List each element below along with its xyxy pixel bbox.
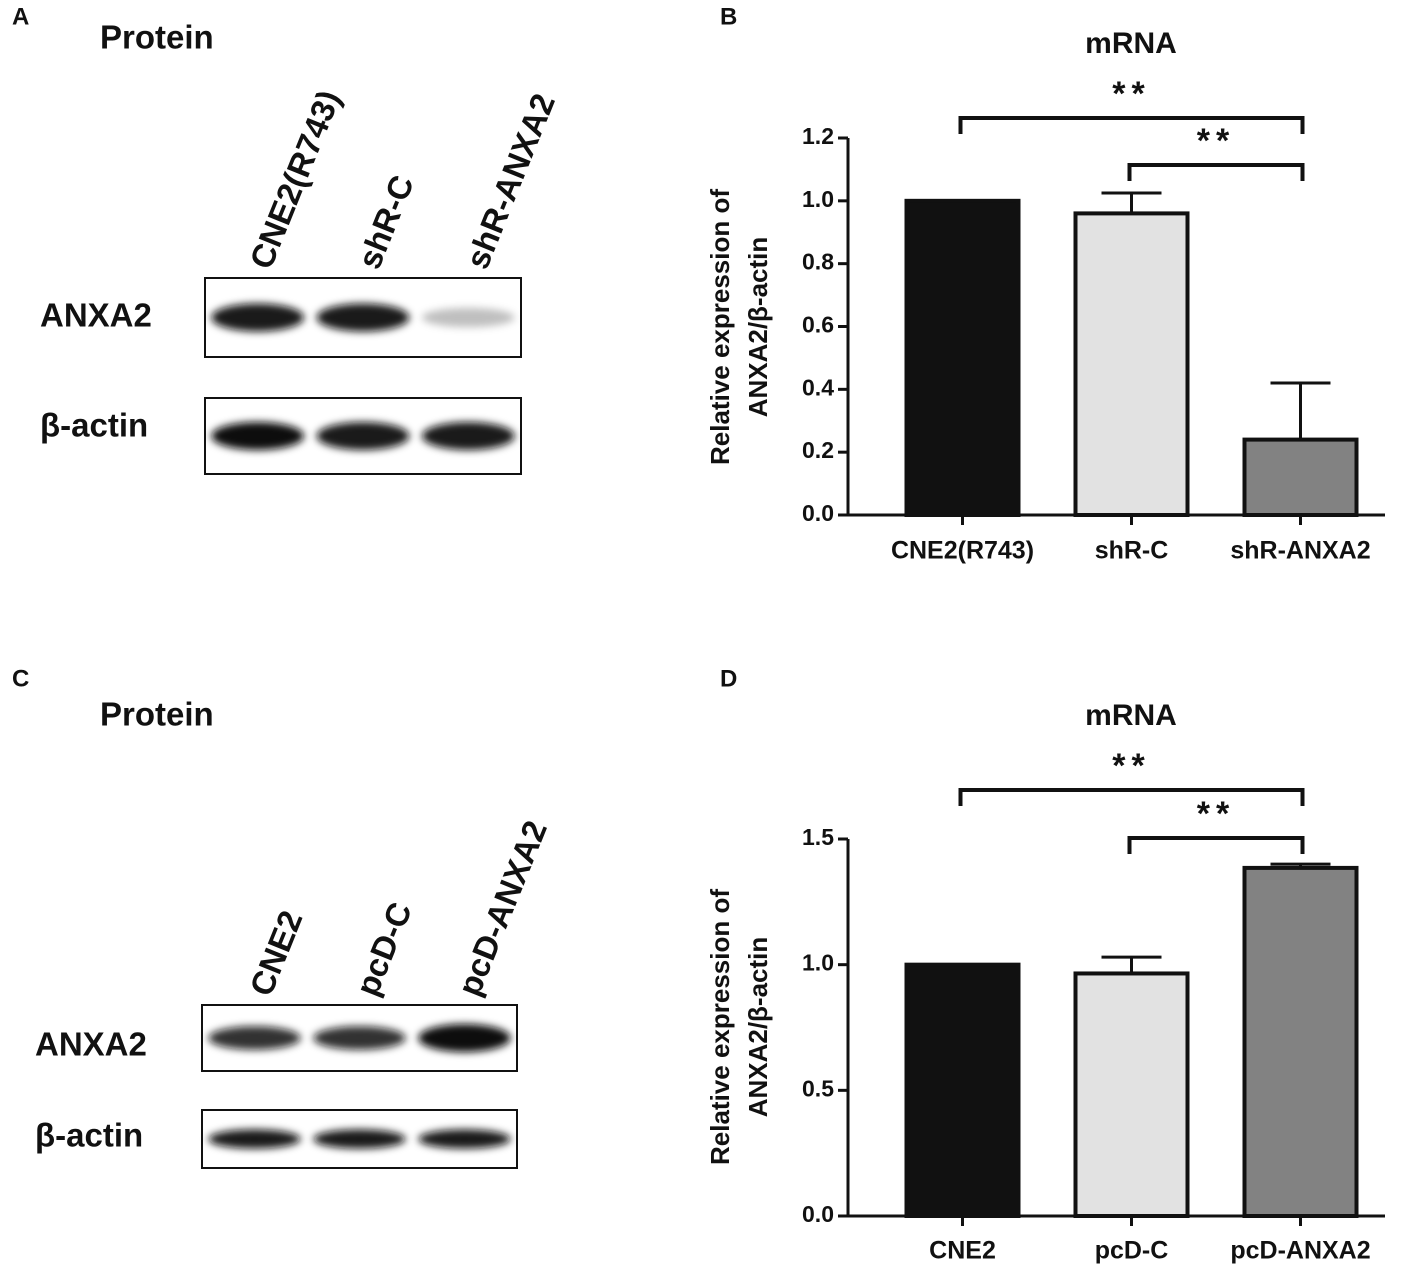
y-tick-label: 0.8 xyxy=(802,249,834,275)
y-tick-label: 0.5 xyxy=(802,1075,834,1101)
significance-bracket xyxy=(1127,836,1305,854)
bar xyxy=(1073,211,1190,517)
x-tick-label: pcD-C xyxy=(1095,1237,1169,1265)
blot-band xyxy=(313,1129,406,1149)
significance-bracket xyxy=(1127,163,1305,181)
lane-label: pcD-ANXA2 xyxy=(450,815,554,1001)
y-tick-label: 1.2 xyxy=(802,123,834,149)
significance-label: ** xyxy=(1197,795,1235,833)
y-tick-label: 1.5 xyxy=(802,824,834,850)
chart-title: mRNA xyxy=(1085,699,1177,732)
y-axis-label: Relative expression of xyxy=(705,889,735,1165)
significance-label: ** xyxy=(1112,75,1150,113)
y-tick-label: 0.0 xyxy=(802,500,834,526)
x-tick-label: shR-C xyxy=(1095,537,1169,565)
y-tick-label: 1.0 xyxy=(802,186,834,212)
y-tick-label: 0.2 xyxy=(802,437,834,463)
bar xyxy=(1242,865,1359,1218)
panel-letter: C xyxy=(12,665,29,692)
blot-band xyxy=(421,307,515,328)
lane-label: CNE2 xyxy=(242,905,309,1000)
panel-letter: D xyxy=(720,665,737,692)
blot-band xyxy=(208,1026,301,1050)
chart-title: mRNA xyxy=(1085,27,1177,60)
significance-label: ** xyxy=(1112,747,1150,785)
significance-bracket xyxy=(958,116,1305,134)
x-tick-label: CNE2(R743) xyxy=(891,537,1034,565)
panel-letter: B xyxy=(720,3,737,30)
lane-label: CNE2(R743) xyxy=(242,85,347,274)
blot-band xyxy=(313,1026,406,1050)
blot-band xyxy=(211,422,305,450)
bar xyxy=(1242,437,1359,518)
bar xyxy=(1073,971,1190,1218)
x-tick-label: pcD-ANXA2 xyxy=(1230,1237,1370,1265)
x-tick-label: shR-ANXA2 xyxy=(1230,537,1370,565)
lane-label: shR-ANXA2 xyxy=(458,88,562,274)
blot-band xyxy=(211,303,305,332)
blot-band xyxy=(316,422,410,450)
significance-label: ** xyxy=(1197,122,1235,160)
y-tick-label: 0.0 xyxy=(802,1201,834,1227)
row-label: ANXA2 xyxy=(40,297,152,334)
panel-letter: A xyxy=(12,3,29,30)
blot-band xyxy=(421,422,515,450)
blot-band xyxy=(316,303,410,332)
lane-label: shR-C xyxy=(350,170,421,274)
bar xyxy=(904,198,1021,517)
lane-label: pcD-C xyxy=(348,897,419,1001)
bar xyxy=(904,962,1021,1219)
row-label: β-actin xyxy=(35,1117,143,1154)
blot-band xyxy=(208,1129,301,1149)
panel-title: Protein xyxy=(100,19,214,56)
y-axis-label: ANXA2/β-actin xyxy=(743,937,773,1118)
row-label: β-actin xyxy=(40,407,148,444)
y-axis-label: Relative expression of xyxy=(705,189,735,465)
y-axis-label: ANXA2/β-actin xyxy=(743,237,773,418)
panel-title: Protein xyxy=(100,696,214,733)
blot-band xyxy=(418,1129,511,1149)
blot-band xyxy=(418,1024,511,1052)
row-label: ANXA2 xyxy=(35,1026,147,1063)
significance-bracket xyxy=(958,788,1305,806)
y-tick-label: 0.6 xyxy=(802,312,834,338)
y-tick-label: 0.4 xyxy=(802,374,834,400)
y-tick-label: 1.0 xyxy=(802,950,834,976)
x-tick-label: CNE2 xyxy=(929,1237,996,1265)
